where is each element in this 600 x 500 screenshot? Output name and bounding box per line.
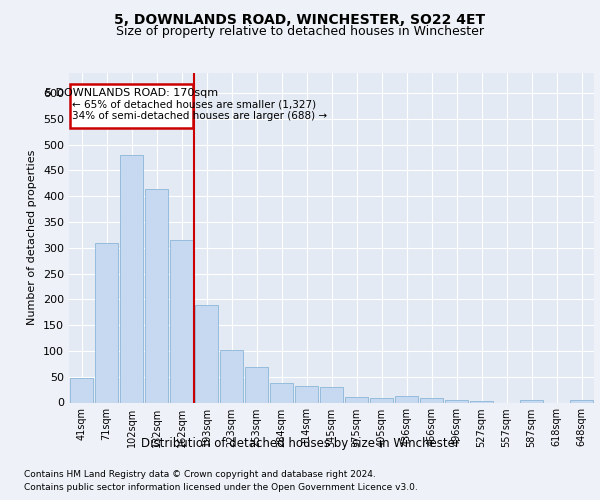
Bar [420,398,443,402]
Bar [270,383,293,402]
Text: 5 DOWNLANDS ROAD: 170sqm: 5 DOWNLANDS ROAD: 170sqm [45,88,218,98]
Bar [370,398,393,402]
Text: Contains HM Land Registry data © Crown copyright and database right 2024.: Contains HM Land Registry data © Crown c… [24,470,376,479]
Bar [70,378,93,402]
Bar [195,304,218,402]
Bar [570,400,593,402]
Bar [145,188,168,402]
Text: Size of property relative to detached houses in Winchester: Size of property relative to detached ho… [116,25,484,38]
Text: 5, DOWNLANDS ROAD, WINCHESTER, SO22 4ET: 5, DOWNLANDS ROAD, WINCHESTER, SO22 4ET [115,12,485,26]
Text: 34% of semi-detached houses are larger (688) →: 34% of semi-detached houses are larger (… [72,110,328,120]
Bar [95,242,118,402]
Bar [170,240,193,402]
Bar [445,400,468,402]
Bar [320,387,343,402]
Bar [520,400,543,402]
Bar [220,350,243,403]
Bar [245,368,268,402]
FancyBboxPatch shape [70,84,193,128]
Text: ← 65% of detached houses are smaller (1,327): ← 65% of detached houses are smaller (1,… [72,100,316,110]
Bar [395,396,418,402]
Y-axis label: Number of detached properties: Number of detached properties [28,150,37,325]
Bar [345,397,368,402]
Text: Contains public sector information licensed under the Open Government Licence v3: Contains public sector information licen… [24,482,418,492]
Bar [120,155,143,402]
Bar [295,386,318,402]
Text: Distribution of detached houses by size in Winchester: Distribution of detached houses by size … [140,438,460,450]
Bar [470,401,493,402]
